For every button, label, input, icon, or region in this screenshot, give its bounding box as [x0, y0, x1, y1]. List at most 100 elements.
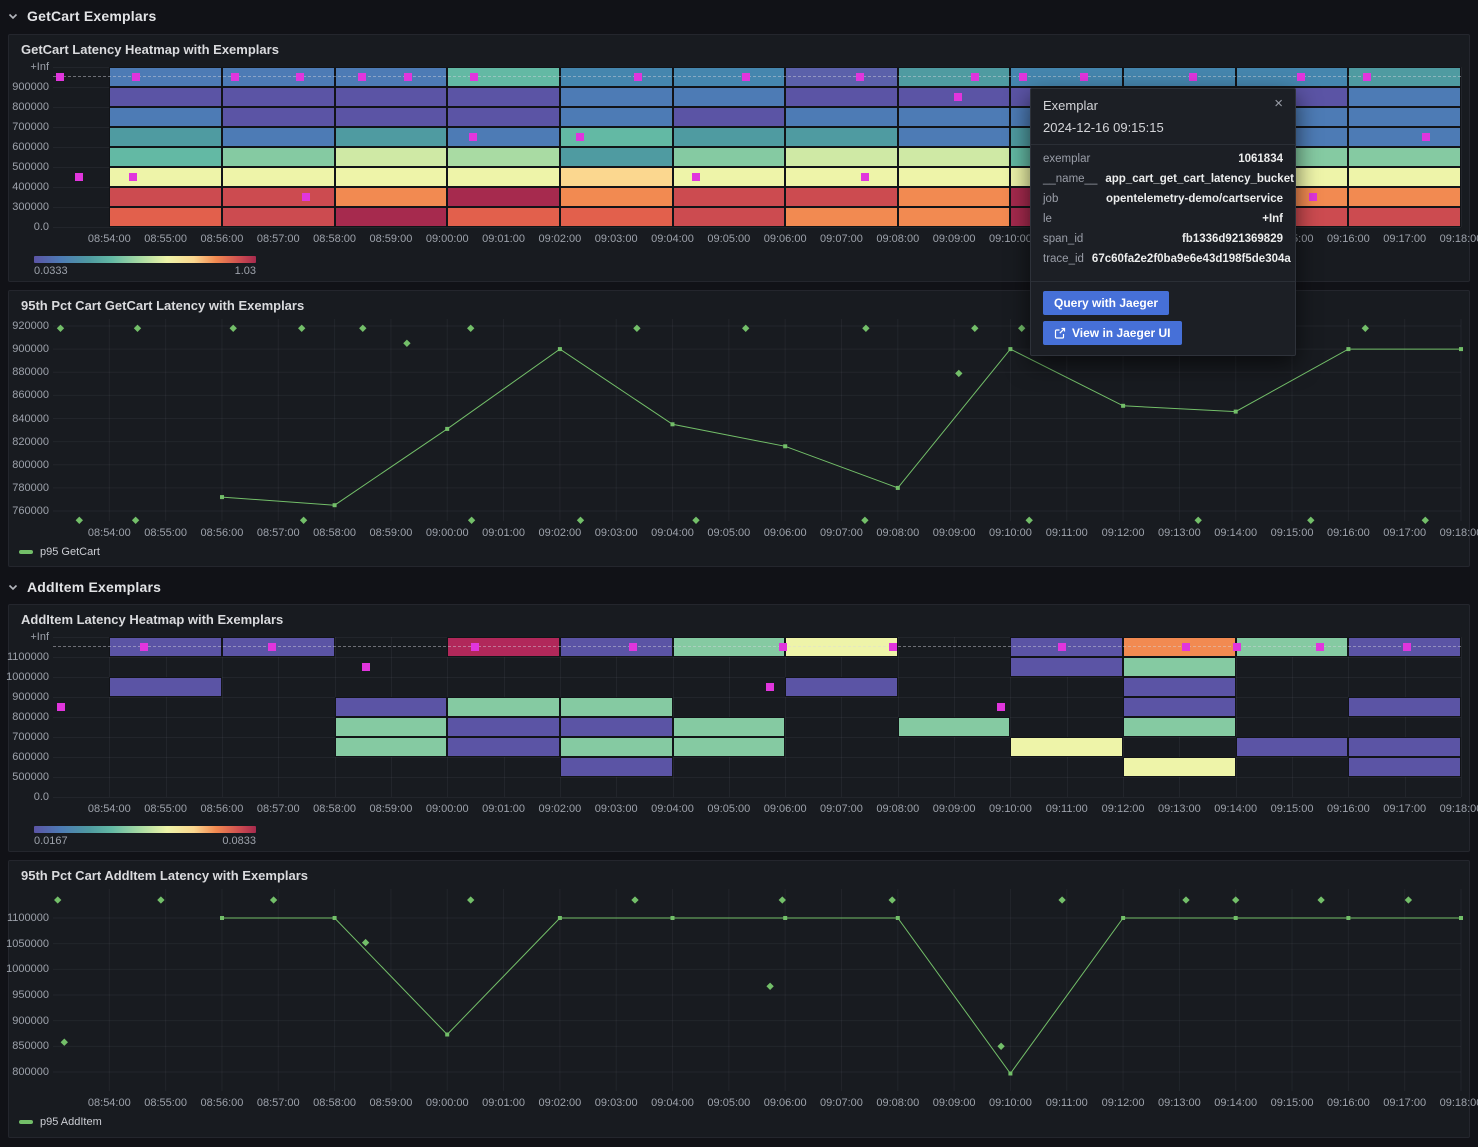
exemplar-diamond[interactable] [861, 516, 869, 524]
heatmap-cell[interactable] [221, 187, 335, 207]
heatmap-cell[interactable] [785, 167, 898, 187]
exemplar-marker[interactable] [856, 73, 865, 81]
heatmap-cell[interactable] [1348, 147, 1461, 167]
exemplar-diamond[interactable] [54, 896, 62, 904]
exemplar-marker[interactable] [889, 643, 898, 651]
exemplar-marker[interactable] [128, 173, 137, 181]
heatmap-cell[interactable] [1348, 167, 1461, 187]
exemplar-diamond[interactable] [1307, 516, 1315, 524]
exemplar-diamond[interactable] [1058, 896, 1066, 904]
heatmap-cell[interactable] [672, 127, 786, 147]
series-point[interactable] [1008, 1071, 1013, 1076]
exemplar-marker[interactable] [997, 703, 1006, 711]
exemplar-marker[interactable] [575, 133, 584, 141]
series-point[interactable] [1459, 347, 1463, 352]
heatmap-cell[interactable] [559, 127, 673, 147]
series-point[interactable] [445, 426, 450, 431]
heatmap-cell[interactable] [672, 87, 786, 107]
exemplar-diamond[interactable] [778, 896, 786, 904]
series-point[interactable] [1233, 409, 1238, 414]
series-point[interactable] [1233, 916, 1238, 920]
panel-title[interactable]: AddItem Latency Heatmap with Exemplars [21, 611, 284, 627]
series-point[interactable] [1121, 403, 1126, 408]
heatmap-cell[interactable] [1010, 637, 1124, 657]
heatmap-cell[interactable] [334, 87, 448, 107]
series-point[interactable] [557, 916, 562, 920]
series-point[interactable] [670, 916, 675, 920]
series-point[interactable] [220, 916, 224, 920]
exemplar-diamond[interactable] [467, 896, 475, 904]
view-in-jaeger-button[interactable]: View in Jaeger UI [1043, 321, 1182, 345]
exemplar-diamond[interactable] [1361, 324, 1369, 332]
series-point[interactable] [1346, 347, 1351, 352]
heatmap-cell[interactable] [559, 737, 673, 757]
exemplar-diamond[interactable] [766, 982, 774, 990]
exemplar-diamond[interactable] [299, 516, 308, 524]
exemplar-marker[interactable] [691, 173, 700, 181]
heatmap-cell[interactable] [559, 147, 673, 167]
series-point[interactable] [1121, 916, 1126, 920]
heatmap-cell[interactable] [1348, 757, 1461, 777]
query-with-jaeger-button[interactable]: Query with Jaeger [1043, 291, 1170, 315]
heatmap-cell[interactable] [785, 637, 898, 657]
exemplar-diamond[interactable] [467, 324, 475, 332]
heatmap-cell[interactable] [897, 147, 1011, 167]
heatmap-cell[interactable] [559, 187, 673, 207]
exemplar-marker[interactable] [1297, 73, 1306, 81]
heatmap-cell[interactable] [785, 87, 898, 107]
exemplar-marker[interactable] [1079, 73, 1088, 81]
heatmap-cell[interactable] [447, 207, 560, 227]
legend[interactable]: p95 AddItem [19, 1116, 102, 1128]
series-point[interactable] [332, 503, 337, 508]
heatmap-cell[interactable] [447, 67, 560, 87]
heatmap-cell[interactable] [447, 87, 560, 107]
exemplar-marker[interactable] [741, 73, 750, 81]
heatmap-cell[interactable] [334, 127, 448, 147]
heatmap-cell[interactable] [1123, 757, 1236, 777]
heatmap-cell[interactable] [1010, 657, 1124, 677]
heatmap-cell[interactable] [447, 697, 560, 717]
heatmap-cell[interactable] [1123, 637, 1236, 657]
heatmap-cell[interactable] [109, 167, 222, 187]
exemplar-diamond[interactable] [1404, 896, 1413, 904]
heatmap-cell[interactable] [221, 637, 335, 657]
exemplar-marker[interactable] [56, 703, 65, 711]
exemplar-marker[interactable] [629, 643, 638, 651]
exemplar-diamond[interactable] [1317, 896, 1325, 904]
exemplar-diamond[interactable] [269, 896, 278, 904]
exemplar-marker[interactable] [361, 663, 370, 671]
heatmap-cell[interactable] [559, 757, 673, 777]
heatmap-cell[interactable] [897, 127, 1011, 147]
section-header-additem[interactable]: AddItem Exemplars [8, 573, 1470, 601]
exemplar-marker[interactable] [357, 73, 366, 81]
legend-label[interactable]: p95 AddItem [40, 1116, 102, 1128]
heatmap-cell[interactable] [672, 147, 786, 167]
heatmap-cell[interactable] [1348, 67, 1461, 87]
heatmap-cell[interactable] [559, 107, 673, 127]
exemplar-diamond[interactable] [1421, 516, 1429, 524]
heatmap-cell[interactable] [1348, 127, 1461, 147]
heatmap-cell[interactable] [672, 167, 786, 187]
panel-title[interactable]: 95th Pct Cart GetCart Latency with Exemp… [21, 297, 305, 313]
exemplar-marker[interactable] [1422, 133, 1431, 141]
heatmap-cell[interactable] [221, 167, 335, 187]
exemplar-marker[interactable] [953, 93, 962, 101]
exemplar-marker[interactable] [302, 193, 311, 201]
exemplar-diamond[interactable] [997, 1042, 1005, 1050]
heatmap-cell[interactable] [785, 677, 898, 697]
heatmap-cell[interactable] [109, 87, 222, 107]
heatmap-cell[interactable] [447, 107, 560, 127]
exemplar-diamond[interactable] [75, 516, 83, 524]
exemplar-marker[interactable] [469, 73, 478, 81]
exemplar-marker[interactable] [1316, 643, 1325, 651]
heatmap-cell[interactable] [672, 737, 786, 757]
heatmap-cell[interactable] [1348, 737, 1461, 757]
heatmap-cell[interactable] [559, 87, 673, 107]
exemplar-marker[interactable] [295, 73, 304, 81]
heatmap-cell[interactable] [1123, 677, 1236, 697]
heatmap-cell[interactable] [109, 637, 222, 657]
heatmap-cell[interactable] [1348, 107, 1461, 127]
heatmap-cell[interactable] [559, 167, 673, 187]
heatmap-cell[interactable] [897, 167, 1011, 187]
heatmap-cell[interactable] [897, 207, 1011, 227]
